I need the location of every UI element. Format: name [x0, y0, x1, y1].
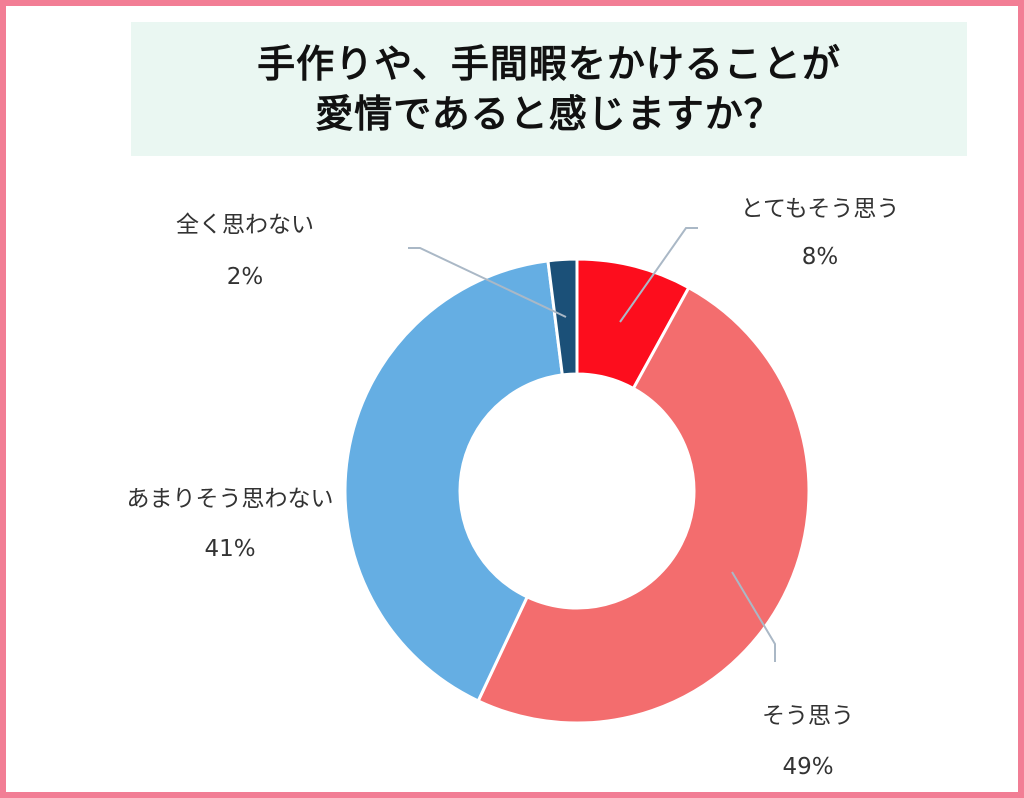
slice-sou [476, 285, 811, 725]
slice-amari [343, 259, 565, 703]
label-mattaku: 全く思わない [176, 212, 314, 238]
leader-line-totemo [619, 227, 698, 323]
slice-mattaku [546, 257, 579, 377]
label-totemo: とてもそう思う [741, 196, 900, 222]
donut-slices [343, 257, 811, 725]
title-box: 手作りや、手間暇をかけることが 愛情であると感じますか？ [131, 22, 967, 156]
value-label-mattaku: 2% [227, 264, 264, 290]
value-label-totemo: 8% [802, 244, 839, 270]
chart-title-line-1: 手作りや、手間暇をかけることが [257, 42, 841, 86]
leader-lines [408, 227, 776, 662]
value-label-sou: 49% [782, 754, 833, 780]
data-labels: とてもそう思う 8% そう思う 49% あまりそう思わない 41% 全く思わない… [127, 196, 900, 780]
leader-line-sou [731, 571, 776, 662]
label-sou: そう思う [762, 703, 854, 729]
label-amari: あまりそう思わない [127, 486, 334, 512]
value-label-amari: 41% [204, 536, 255, 562]
leader-line-mattaku [408, 247, 567, 318]
chart-title-line-2: 愛情であると感じますか？ [315, 92, 783, 136]
